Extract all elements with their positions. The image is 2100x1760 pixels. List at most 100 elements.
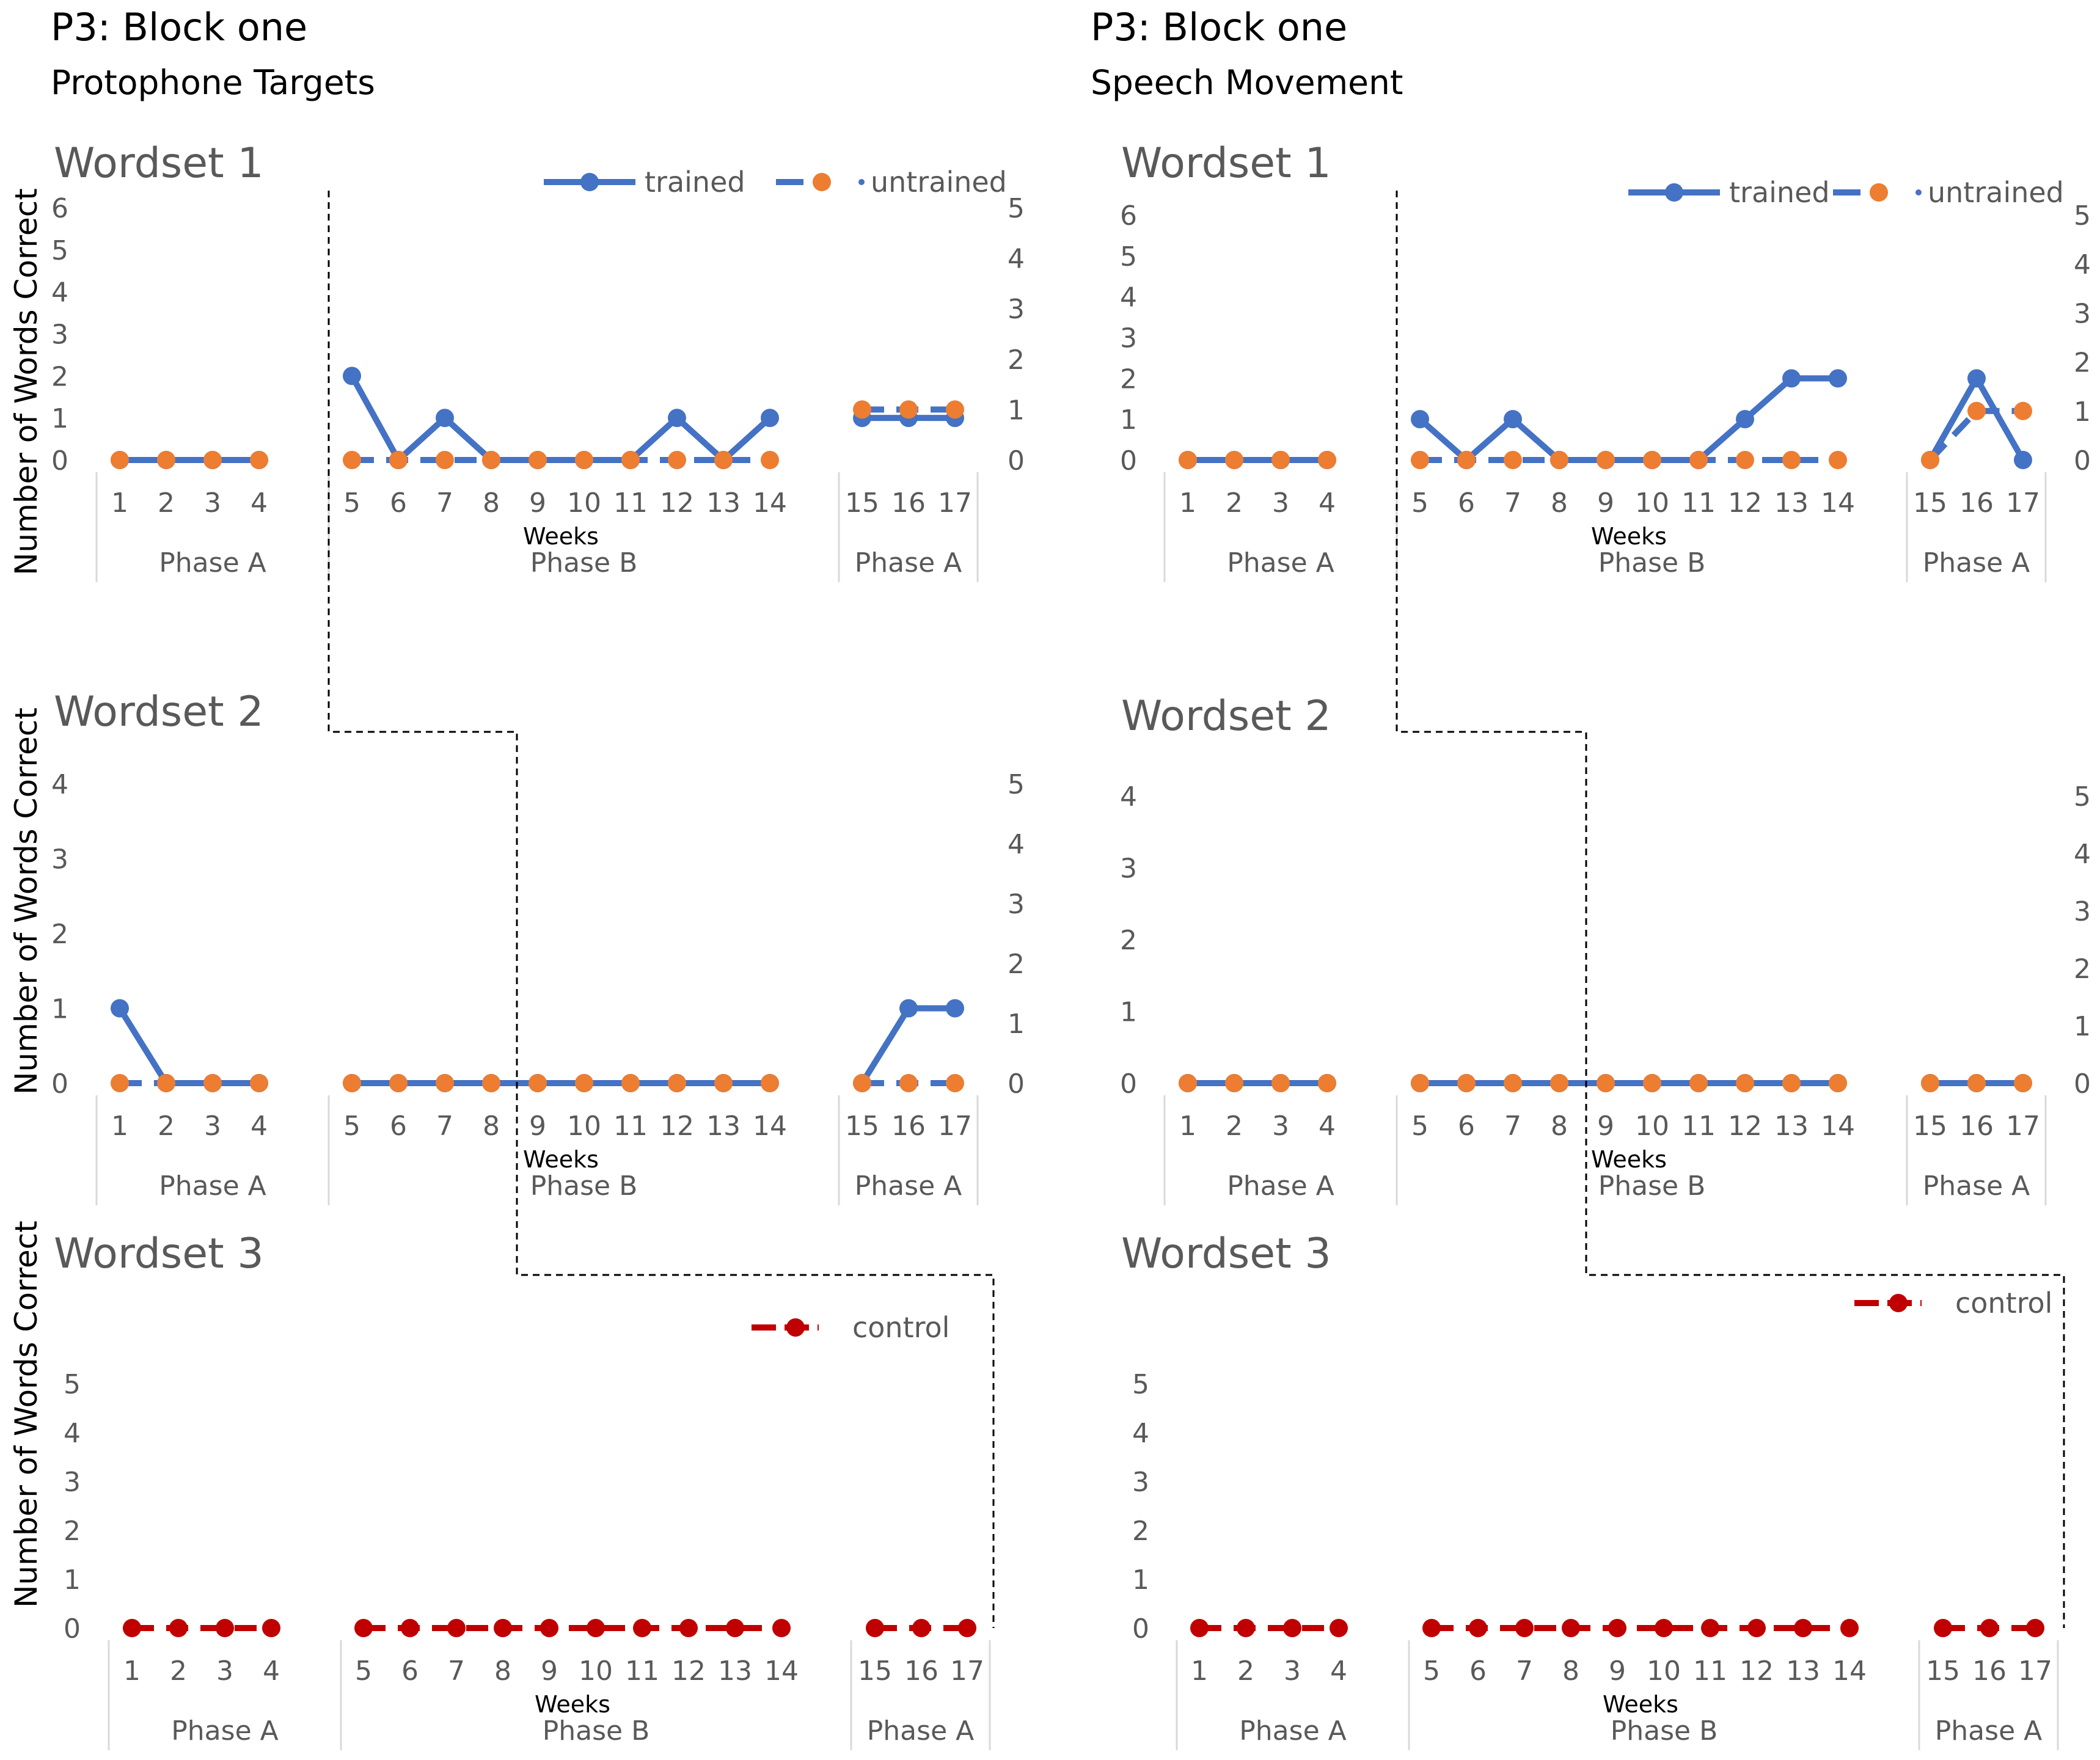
data-point (343, 367, 361, 385)
y-tick-left: 5 (64, 1369, 81, 1400)
x-tick-label: 13 (1786, 1656, 1820, 1687)
x-axis-label: Weeks (523, 523, 599, 550)
data-point (1967, 1074, 1986, 1092)
x-tick-label: 11 (1681, 487, 1716, 519)
y-tick-left: 4 (1120, 282, 1137, 313)
y-tick-left: 1 (64, 1565, 81, 1596)
x-tick-label: 12 (660, 487, 694, 519)
y-tick-left: 6 (1120, 200, 1137, 232)
data-point (1457, 1074, 1476, 1092)
data-point (1422, 1619, 1441, 1637)
chart-title: Wordset 3 (1121, 1230, 1331, 1278)
y-tick-left: 5 (1120, 241, 1137, 272)
phase-label: Phase A (171, 1715, 278, 1747)
y-tick-left: 0 (51, 445, 68, 477)
data-point (668, 451, 686, 469)
x-tick-label: 13 (1774, 1111, 1809, 1142)
data-point (1271, 1074, 1290, 1092)
data-point (2014, 1074, 2032, 1092)
x-tick-label: 11 (1693, 1656, 1727, 1687)
x-axis-label: Weeks (1603, 1691, 1678, 1718)
y-tick-right: 3 (2074, 298, 2091, 329)
y-tick-right: 0 (2074, 1068, 2091, 1100)
data-point (540, 1619, 558, 1637)
x-tick-label: 17 (938, 1111, 972, 1142)
phase-label: Phase B (530, 547, 638, 579)
x-tick-label: 1 (111, 1111, 128, 1142)
data-point (1840, 1619, 1859, 1637)
x-tick-label: 6 (390, 487, 407, 519)
data-point (123, 1619, 141, 1637)
phase-change-lines (327, 191, 2065, 1628)
data-point (389, 451, 408, 469)
legend-label-untrained: untrained (1928, 176, 2064, 209)
data-point (1330, 1619, 1348, 1637)
phase-label: Phase A (159, 1170, 266, 1202)
data-point (1504, 410, 1522, 429)
x-tick-label: 5 (1423, 1656, 1440, 1687)
phase-label: Phase A (855, 1170, 962, 1202)
chart-title: Wordset 1 (54, 139, 264, 188)
data-point (389, 1074, 408, 1092)
series-line (117, 1006, 259, 1086)
x-tick-label: 8 (483, 1111, 500, 1142)
data-point (354, 1619, 373, 1637)
x-tick-label: 16 (904, 1656, 938, 1687)
y-tick-left: 6 (51, 193, 68, 224)
y-tick-left: 3 (1120, 853, 1137, 885)
phase-label: Phase A (1227, 547, 1334, 579)
x-tick-label: 3 (1284, 1656, 1301, 1687)
legend: control (1854, 1287, 2052, 1320)
y-tick-left: 0 (51, 1068, 68, 1100)
y-tick-left: 1 (1120, 404, 1137, 436)
data-point (216, 1619, 234, 1637)
x-tick-label: 17 (2006, 487, 2040, 519)
x-tick-label: 3 (216, 1656, 233, 1687)
data-point (436, 409, 454, 428)
left-subheading: Protophone Targets (51, 63, 375, 102)
legend-label-trained: trained (1729, 176, 1830, 209)
y-tick-right: 4 (2074, 839, 2091, 870)
x-tick-label: 15 (1926, 1656, 1960, 1687)
x-axis-label: Weeks (1591, 523, 1667, 550)
data-point (157, 451, 175, 469)
x-tick-label: 5 (355, 1656, 372, 1687)
y-tick-right: 2 (1008, 345, 1025, 376)
data-point (1318, 1074, 1336, 1092)
legend-label-control: control (852, 1311, 949, 1344)
phase-label: Phase A (867, 1715, 974, 1747)
legend-marker-trained (1665, 183, 1683, 202)
x-tick-label: 9 (541, 1656, 558, 1687)
y-tick-left: 3 (64, 1467, 81, 1498)
data-point (621, 451, 640, 469)
data-point (1457, 451, 1476, 469)
x-tick-label: 17 (950, 1656, 984, 1687)
data-point (2026, 1619, 2044, 1637)
x-tick-label: 16 (1959, 487, 1994, 519)
y-tick-left: 4 (51, 769, 68, 800)
series-control (123, 1619, 976, 1637)
data-point (1190, 1619, 1209, 1637)
phase-label: Phase A (1239, 1715, 1346, 1747)
x-tick-label: 11 (613, 487, 648, 519)
data-point (853, 1074, 871, 1092)
y-tick-left: 5 (51, 235, 68, 266)
y-tick-left: 2 (1132, 1516, 1149, 1547)
x-tick-label: 12 (671, 1656, 706, 1687)
y-tick-left: 1 (1132, 1565, 1149, 1596)
data-point (250, 1074, 268, 1092)
y-axis-label: Number of Words Correct (9, 1221, 44, 1608)
data-point (1283, 1619, 1301, 1637)
chart-title: Wordset 3 (54, 1230, 264, 1278)
y-tick-right: 1 (2074, 1011, 2091, 1042)
data-point (1318, 451, 1336, 469)
phase-label: Phase A (159, 547, 266, 579)
data-point (1829, 369, 1847, 388)
x-tick-label: 8 (494, 1656, 511, 1687)
